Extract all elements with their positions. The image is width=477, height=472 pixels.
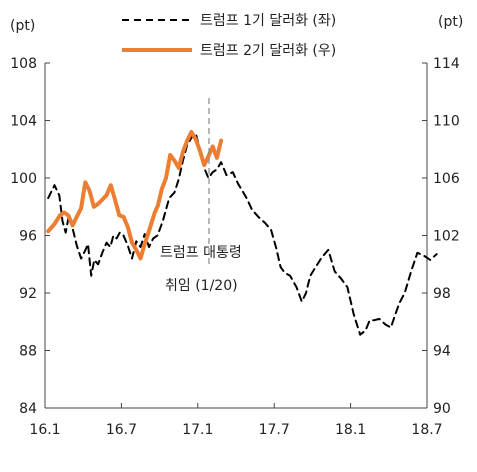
- left-tick-label: 84: [19, 401, 37, 417]
- left-axis-unit: (pt): [10, 18, 35, 34]
- x-tick-label: 18.1: [335, 422, 366, 438]
- left-tick-label: 96: [19, 229, 37, 245]
- left-tick-label: 108: [10, 56, 37, 72]
- legend: 트럼프 1기 달러화 (좌) 트럼프 2기 달러화 (우): [122, 13, 336, 59]
- x-tick-label: 16.7: [106, 422, 137, 438]
- right-tick-label: 94: [433, 344, 451, 360]
- x-tick-label: 16.1: [29, 422, 60, 438]
- inauguration-annotation-line-2: 취임 (1/20): [165, 278, 238, 294]
- series-line-2: [46, 130, 224, 261]
- right-axis: 90 94 98 102 106 110 114: [422, 56, 460, 417]
- right-axis-unit: (pt): [438, 14, 463, 30]
- left-tick-label: 88: [19, 344, 37, 360]
- right-tick-label: 102: [433, 229, 460, 245]
- legend-label-series-2: 트럼프 2기 달러화 (우): [200, 43, 336, 59]
- left-axis: 84 88 92 96 100 104 108: [10, 56, 50, 417]
- right-tick-label: 90: [433, 401, 451, 417]
- x-tick-label: 18.7: [411, 422, 442, 438]
- left-tick-label: 104: [10, 114, 37, 130]
- left-tick-label: 92: [19, 286, 37, 302]
- right-tick-label: 110: [433, 114, 460, 130]
- x-tick-label: 17.7: [259, 422, 290, 438]
- legend-label-series-1: 트럼프 1기 달러화 (좌): [200, 13, 336, 29]
- right-tick-label: 114: [433, 56, 460, 72]
- right-tick-label: 98: [433, 286, 451, 302]
- left-tick-label: 100: [10, 171, 37, 187]
- series-line-1: [47, 132, 438, 336]
- inauguration-annotation-line-1: 트럼프 대통령: [160, 245, 242, 261]
- x-tick-label: 17.1: [182, 422, 213, 438]
- x-axis: 16.1 16.7 17.1 17.7 18.1 18.7: [29, 403, 443, 438]
- right-tick-label: 106: [433, 171, 460, 187]
- series-layer: [46, 130, 438, 336]
